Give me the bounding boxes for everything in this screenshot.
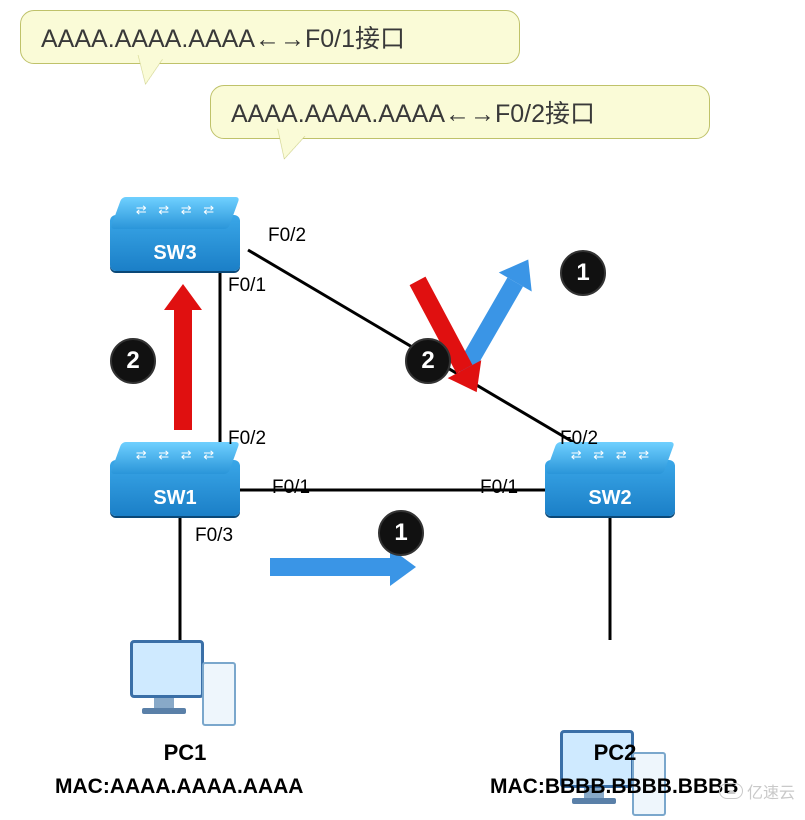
- pc1-mac: MAC:AAAA.AAAA.AAAA: [55, 775, 303, 799]
- port-sw1-f03: F0/3: [195, 525, 233, 547]
- badge-1-top: 1: [560, 250, 606, 296]
- watermark-text: 亿速云: [747, 779, 795, 803]
- port-sw3-f01: F0/1: [228, 275, 266, 297]
- callout-text: AAAA.AAAA.AAAA←→F0/1接口: [41, 25, 405, 53]
- port-sw2-f01: F0/1: [480, 477, 518, 499]
- switch-label: SW1: [110, 487, 240, 510]
- badge-2-right: 2: [405, 338, 451, 384]
- switch-label: SW3: [110, 242, 240, 265]
- arrow-blue-right-bottom: [270, 558, 390, 576]
- switch-sw2: ⇄⇄⇄⇄ SW2: [545, 460, 675, 516]
- callout-tail-2: [270, 128, 305, 162]
- port-sw1-f01: F0/1: [272, 477, 310, 499]
- callout-tail-1: [133, 54, 163, 86]
- watermark: ☁ 亿速云: [719, 779, 795, 803]
- callout-text: AAAA.AAAA.AAAA←→F0/2接口: [231, 100, 595, 128]
- port-sw1-f02: F0/2: [228, 428, 266, 450]
- arrow-red-up: [174, 310, 192, 430]
- port-sw2-f02: F0/2: [560, 428, 598, 450]
- switch-sw1: ⇄⇄⇄⇄ SW1: [110, 460, 240, 516]
- pc1: [130, 640, 230, 730]
- diagram-canvas: AAAA.AAAA.AAAA←→F0/1接口 AAAA.AAAA.AAAA←→F…: [0, 0, 805, 811]
- port-sw3-f02: F0/2: [268, 225, 306, 247]
- badge-1-bottom: 1: [378, 510, 424, 556]
- callout-mac-f01: AAAA.AAAA.AAAA←→F0/1接口: [20, 10, 520, 64]
- badge-2-left: 2: [110, 338, 156, 384]
- switch-sw3: ⇄⇄⇄⇄ SW3: [110, 215, 240, 271]
- pc1-label: PC1: [150, 740, 220, 766]
- switch-label: SW2: [545, 487, 675, 510]
- cloud-icon: ☁: [719, 783, 743, 799]
- pc2-mac: MAC:BBBB.BBBB.BBBB: [490, 775, 738, 799]
- pc2-label: PC2: [580, 740, 650, 766]
